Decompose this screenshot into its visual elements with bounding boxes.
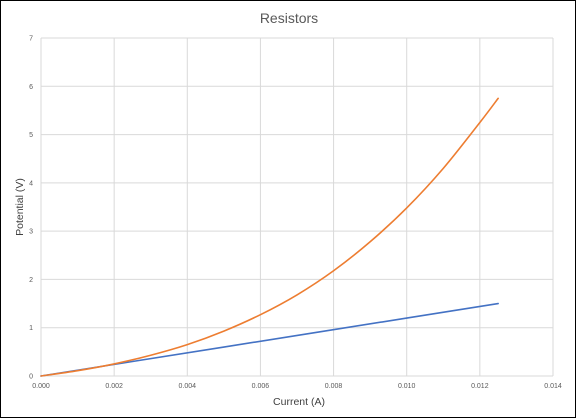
x-axis-title: Current (A) xyxy=(273,396,325,408)
x-tick-label: 0.014 xyxy=(544,383,562,390)
y-tick-label: 3 xyxy=(29,229,33,236)
x-tick-label: 0.012 xyxy=(471,383,489,390)
y-tick-label: 7 xyxy=(29,36,33,43)
gridlines xyxy=(40,37,554,377)
series-line-1 xyxy=(40,302,499,377)
x-tick-label: 0.006 xyxy=(252,383,270,390)
x-tick-label: 0.004 xyxy=(179,383,197,390)
x-tick-label: 0.000 xyxy=(32,383,50,390)
y-tick-label: 5 xyxy=(29,132,33,139)
y-tick-label: 1 xyxy=(29,325,33,332)
x-tick-label: 0.002 xyxy=(105,383,123,390)
series-line-2 xyxy=(40,97,499,377)
y-tick-label: 2 xyxy=(29,277,33,284)
x-tick-label: 0.010 xyxy=(398,383,416,390)
x-tick-label: 0.008 xyxy=(325,383,343,390)
y-tick-labels: 0 1 2 3 4 5 6 7 xyxy=(29,36,33,381)
y-tick-label: 6 xyxy=(29,84,33,91)
x-tick-labels: 0.000 0.002 0.004 0.006 0.008 0.010 0.012 0.014 xyxy=(32,383,562,390)
series-group xyxy=(40,97,499,377)
y-tick-label: 4 xyxy=(29,180,33,187)
y-axis-title: Potential (V) xyxy=(14,178,26,236)
y-tick-label: 0 xyxy=(29,374,33,381)
chart-title: Resistors xyxy=(260,10,318,26)
